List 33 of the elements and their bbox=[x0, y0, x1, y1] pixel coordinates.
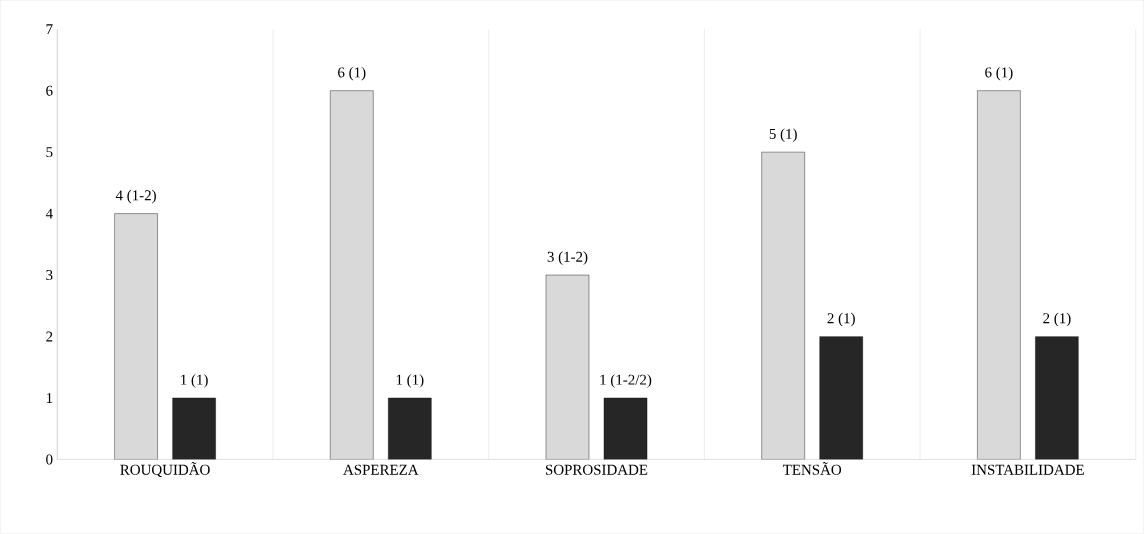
bar bbox=[330, 90, 374, 460]
y-tick-label: 6 bbox=[46, 85, 53, 96]
x-tick-label: SOPROSIDADE bbox=[545, 464, 648, 475]
y-tick-label: 0 bbox=[46, 454, 53, 465]
bar bbox=[114, 213, 158, 460]
bar bbox=[388, 397, 432, 460]
data-label: 5 (1) bbox=[769, 128, 797, 143]
data-label: 3 (1-2) bbox=[547, 251, 588, 266]
y-tick-label: 2 bbox=[46, 331, 53, 342]
data-label: 6 (1) bbox=[338, 67, 366, 81]
data-label: 1 (1) bbox=[181, 374, 208, 388]
bar bbox=[977, 90, 1021, 460]
data-label: 2 (1) bbox=[1043, 312, 1071, 327]
x-tick-label: ASPEREZA bbox=[343, 464, 419, 475]
x-tick-label: ROUQUIDÃO bbox=[120, 462, 210, 478]
y-tick-label: 4 bbox=[45, 208, 53, 219]
bar bbox=[603, 397, 648, 460]
data-label: 1 (1-2/2) bbox=[600, 374, 652, 388]
y-tick-label: 7 bbox=[46, 24, 53, 35]
data-label: 4 (1-2) bbox=[115, 190, 156, 204]
bar bbox=[1035, 336, 1079, 460]
x-tick-label: INSTABILIDADE bbox=[971, 464, 1084, 475]
bar bbox=[761, 152, 805, 460]
bar bbox=[819, 336, 863, 460]
x-tick-label: TENSÃO bbox=[782, 462, 842, 475]
y-tick-label: 5 bbox=[46, 147, 53, 158]
y-tick-label: 3 bbox=[46, 270, 53, 281]
data-label: 6 (1) bbox=[985, 67, 1013, 81]
bar bbox=[172, 397, 216, 460]
bar bbox=[545, 275, 590, 460]
y-tick-label: 1 bbox=[46, 393, 53, 404]
data-label: 2 (1) bbox=[827, 312, 855, 327]
data-label: 1 (1) bbox=[396, 374, 424, 388]
